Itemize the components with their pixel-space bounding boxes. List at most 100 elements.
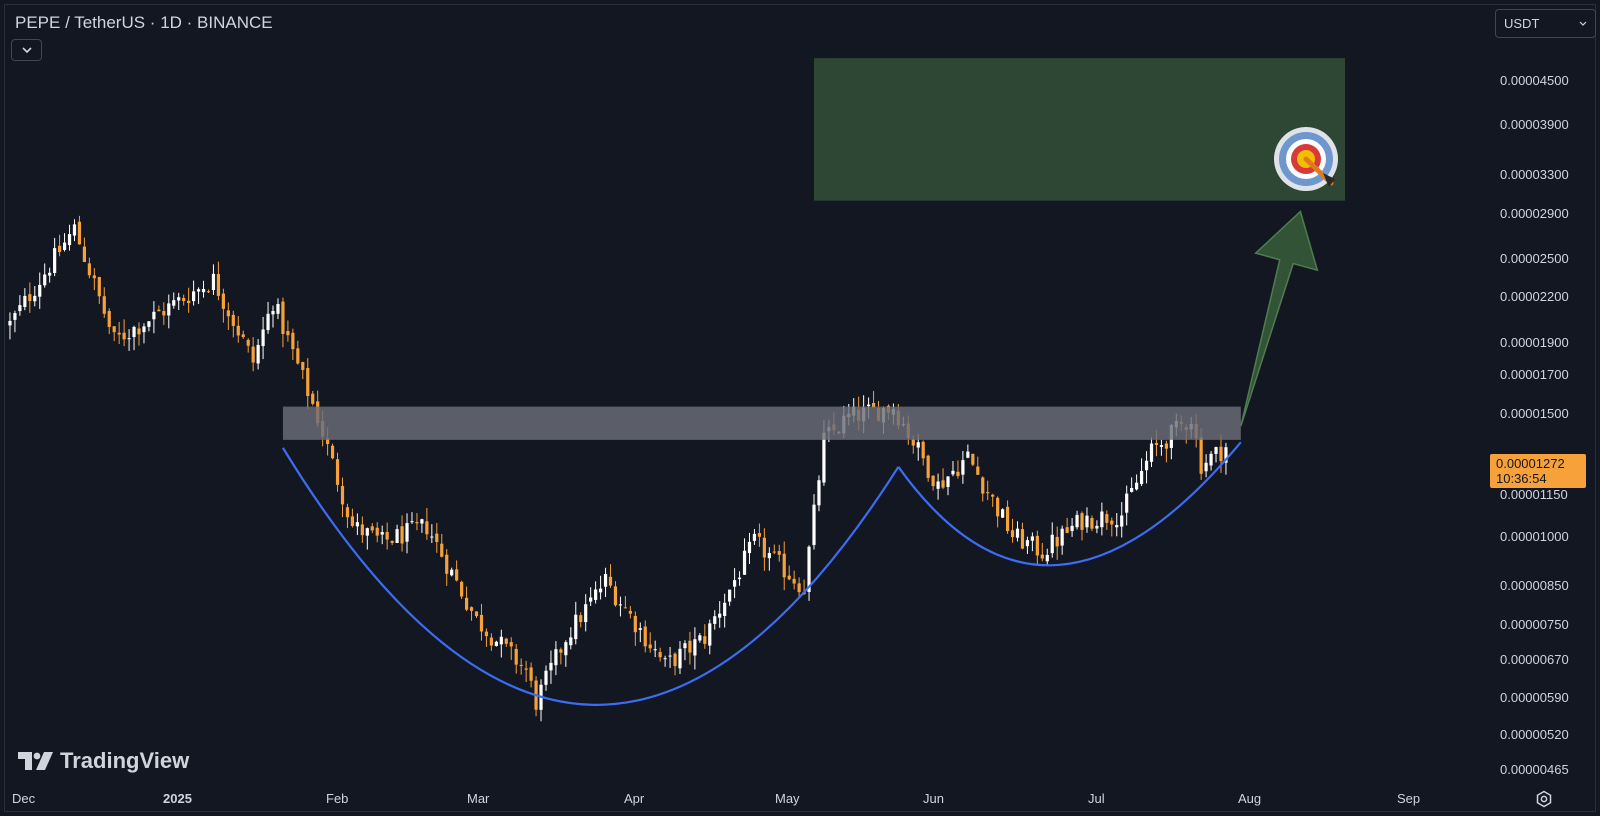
candle-body (440, 543, 444, 557)
candle-body (618, 604, 623, 606)
candle-body (1065, 527, 1069, 533)
time-axis-label: Mar (467, 791, 490, 806)
candle-body (162, 311, 166, 316)
candle-body (971, 453, 975, 465)
price-axis-label: 0.00004500 (1500, 73, 1569, 88)
candle-body (107, 311, 111, 327)
candle-body (713, 616, 717, 624)
candle-body (62, 242, 67, 250)
price-axis-label: 0.00000520 (1500, 727, 1569, 742)
candle-body (1135, 482, 1139, 490)
candle-body (425, 521, 429, 535)
candle-body (966, 451, 970, 458)
candle-body (122, 332, 126, 340)
candle-body (921, 441, 925, 459)
currency-select[interactable]: USDT (1495, 9, 1596, 38)
candle-body (286, 331, 290, 336)
candle-body (683, 643, 687, 649)
resistance-band (282, 406, 1241, 440)
candle-body (1159, 445, 1164, 447)
candle-body (216, 274, 221, 296)
chart-settings-button[interactable] (1535, 790, 1553, 808)
symbol-title: PEPE / TetherUS · 1D · BINANCE (15, 13, 273, 32)
price-axis-label: 0.00002900 (1500, 206, 1569, 221)
candle-body (762, 537, 766, 558)
candle-body (514, 648, 518, 665)
candle-body (57, 245, 62, 253)
candle-body (211, 273, 216, 291)
candle-body (787, 575, 791, 580)
chevron-down-icon (1579, 21, 1587, 26)
candle-body (648, 644, 652, 649)
candle-body (812, 504, 816, 546)
chevron-down-icon (21, 47, 32, 54)
candle-body (1125, 493, 1129, 513)
candle-body (1015, 528, 1020, 538)
candle-body (703, 636, 707, 644)
candle-body (1164, 443, 1168, 449)
candle-body (127, 338, 131, 340)
handle-curve (897, 441, 1242, 567)
candle-body (1115, 525, 1119, 528)
candle-body (956, 471, 960, 477)
candle-body (991, 494, 995, 497)
collapse-legend-button[interactable] (11, 39, 42, 61)
tradingview-logo[interactable]: TradingView (18, 748, 189, 774)
candle-body (400, 526, 404, 544)
candle-body (916, 442, 920, 448)
time-axis-label: Apr (624, 791, 645, 806)
candle-body (246, 339, 250, 346)
candle-body (296, 348, 300, 364)
candle-body (1144, 460, 1149, 471)
candle-body (1139, 470, 1144, 485)
candle-body (1199, 437, 1203, 474)
candle-body (18, 305, 22, 312)
candle-body (772, 551, 776, 553)
candle-body (797, 583, 801, 593)
candle-body (177, 297, 181, 301)
candle-body (1075, 514, 1079, 528)
candle-body (420, 519, 424, 524)
candle-body (1224, 447, 1228, 463)
candle-body (226, 310, 230, 317)
price-axis-label: 0.00000465 (1500, 762, 1569, 777)
candle-body (1025, 540, 1030, 547)
candle-body (281, 301, 285, 334)
candle-body (658, 652, 662, 658)
candle-body (1045, 554, 1049, 562)
candle-body (1214, 447, 1218, 455)
candle-body (236, 325, 240, 336)
candle-body (549, 662, 553, 671)
candle-body (728, 589, 732, 602)
candle-body (623, 607, 628, 609)
time-axis-label: May (775, 791, 800, 806)
time-axis-label: Aug (1238, 791, 1262, 806)
candle-body (345, 507, 350, 518)
candle-body (698, 635, 702, 641)
candle-body (737, 577, 742, 580)
candle-body (1010, 530, 1015, 538)
candle-body (410, 521, 414, 523)
candle-body (395, 529, 399, 543)
candle-body (594, 589, 598, 600)
candle-body (326, 438, 330, 445)
candle-body (306, 367, 310, 397)
candle-body (564, 642, 568, 656)
candle-body (192, 291, 196, 302)
candle-body (1110, 520, 1114, 525)
candle-body (72, 224, 77, 236)
candle-body (678, 648, 682, 669)
candle-body (365, 528, 369, 536)
candle-body (598, 588, 603, 593)
candle-body (494, 641, 498, 647)
price-axis-label: 0.00002500 (1500, 251, 1569, 266)
last-price-value: 0.00001272 (1496, 456, 1565, 471)
candle-body (1030, 536, 1034, 541)
candle-body (1020, 529, 1025, 549)
candle-body (1120, 515, 1124, 527)
candle-body (822, 432, 826, 483)
candle-body (445, 554, 449, 574)
candle-body (574, 614, 578, 640)
price-axis-label: 0.00000850 (1500, 578, 1569, 593)
